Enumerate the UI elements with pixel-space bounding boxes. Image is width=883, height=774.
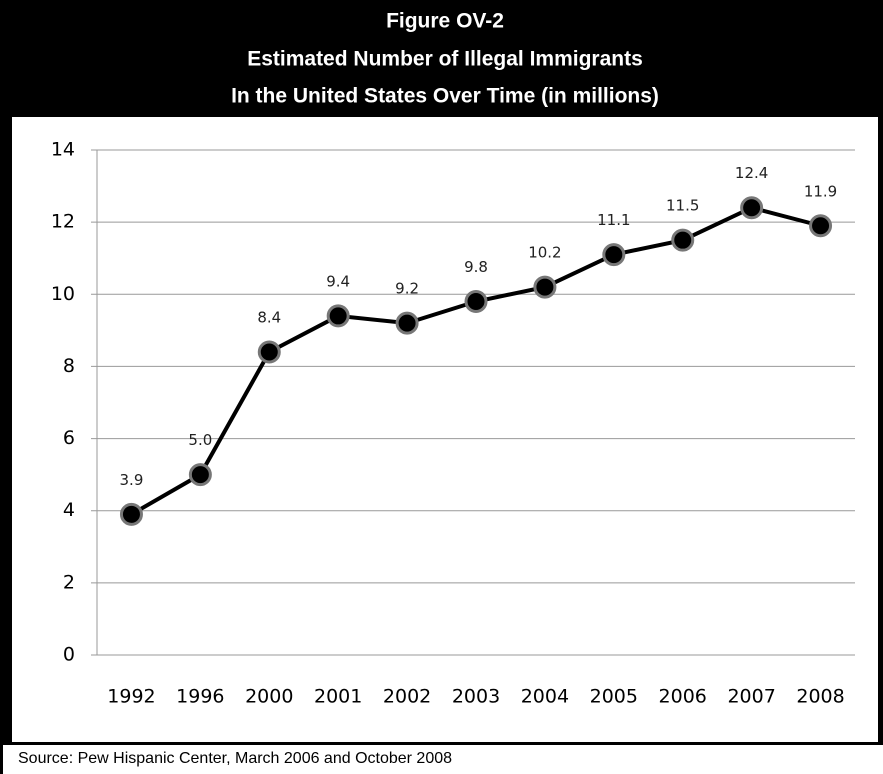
- data-label: 9.4: [326, 272, 350, 290]
- y-tick-label: 8: [63, 355, 75, 377]
- data-point: [188, 463, 212, 487]
- chart-title: Figure OV-2: [386, 10, 504, 33]
- data-point: [119, 502, 143, 526]
- x-tick-label: 2001: [314, 686, 362, 708]
- data-point: [671, 228, 695, 252]
- x-tick-label: 2006: [659, 686, 707, 708]
- y-tick-label: 4: [63, 499, 75, 521]
- data-point: [809, 214, 833, 238]
- data-label: 10.2: [528, 244, 561, 262]
- y-tick-label: 14: [51, 139, 75, 161]
- data-label: 12.4: [735, 164, 768, 182]
- chart-title: Estimated Number of Illegal Immigrants: [247, 48, 643, 71]
- x-tick-label: 2008: [796, 686, 844, 708]
- data-label: 5.0: [188, 431, 212, 449]
- x-tick-label: 1996: [176, 686, 224, 708]
- data-label: 11.9: [804, 182, 837, 200]
- x-tick-label: 2007: [727, 686, 775, 708]
- data-label: 9.2: [395, 280, 419, 298]
- x-tick-label: 2005: [590, 686, 638, 708]
- y-tick-label: 2: [63, 571, 75, 593]
- plot-background: [12, 117, 878, 742]
- data-point: [464, 290, 488, 313]
- x-tick-label: 1992: [107, 686, 155, 708]
- data-point: [326, 304, 350, 328]
- x-tick-label: 2004: [521, 686, 569, 708]
- data-point: [257, 340, 281, 364]
- data-point: [533, 275, 557, 299]
- data-label: 9.8: [464, 258, 488, 276]
- y-tick-label: 10: [51, 283, 75, 305]
- data-label: 3.9: [120, 471, 144, 489]
- data-point: [740, 196, 764, 220]
- data-point: [395, 311, 419, 335]
- y-tick-label: 6: [63, 427, 75, 449]
- x-tick-label: 2000: [245, 686, 293, 708]
- chart-title: In the United States Over Time (in milli…: [231, 85, 659, 108]
- data-label: 8.4: [257, 309, 281, 327]
- frame-edge: [0, 745, 3, 774]
- x-tick-label: 2002: [383, 686, 431, 708]
- x-tick-label: 2003: [452, 686, 500, 708]
- data-label: 11.1: [597, 211, 630, 229]
- data-point: [602, 243, 626, 267]
- y-tick-label: 0: [63, 644, 75, 666]
- y-tick-label: 12: [51, 211, 75, 233]
- data-label: 11.5: [666, 197, 699, 215]
- source-note: Source: Pew Hispanic Center, March 2006 …: [18, 750, 452, 767]
